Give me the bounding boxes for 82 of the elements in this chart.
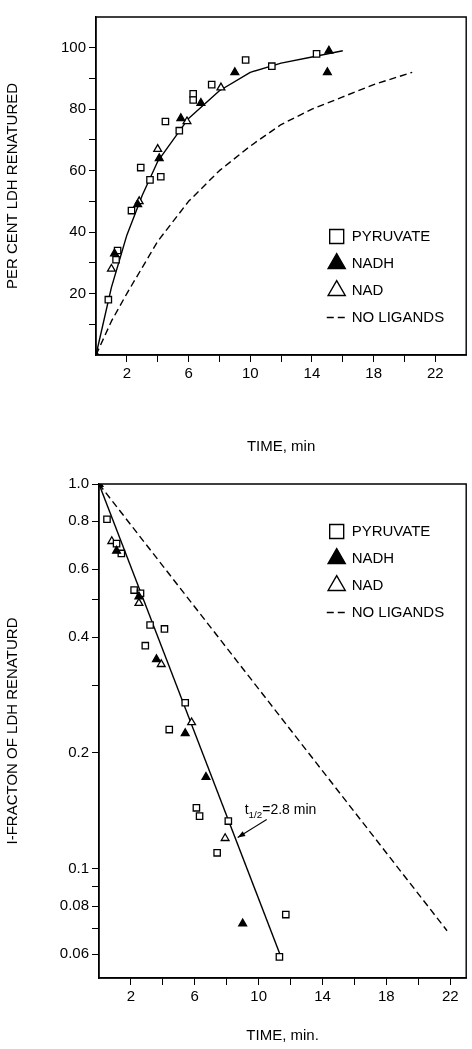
x-tick-label: 18 — [365, 364, 382, 382]
point — [189, 96, 198, 104]
point — [213, 848, 221, 857]
y-tick-label: 40 — [69, 222, 86, 240]
point — [224, 817, 233, 825]
point — [230, 67, 240, 76]
x-tick-label: 2 — [122, 364, 132, 382]
point — [207, 80, 216, 89]
legend-label: NO LIGANDS — [351, 602, 445, 620]
y-tick-label: 0.4 — [68, 627, 89, 645]
legend-label: PYRUVATE — [351, 521, 431, 539]
y-tick-label: 20 — [69, 283, 86, 301]
point — [146, 621, 154, 629]
point — [275, 953, 284, 961]
point — [130, 586, 138, 594]
point — [109, 248, 120, 257]
legend-label: NAD — [351, 575, 384, 593]
point — [220, 833, 230, 842]
legend-label: NADH — [351, 253, 395, 271]
point — [103, 515, 111, 524]
y-tick-label: 0.8 — [68, 511, 89, 529]
point — [141, 641, 150, 650]
point — [154, 153, 164, 162]
point — [106, 263, 116, 272]
point — [268, 62, 276, 70]
x-tick-label: 10 — [250, 987, 267, 1005]
y-tick-label: 80 — [69, 99, 86, 117]
point — [151, 654, 162, 663]
x-tick-label: 14 — [314, 987, 331, 1005]
point — [216, 82, 226, 91]
point — [181, 698, 190, 707]
point — [112, 255, 120, 264]
point — [180, 728, 190, 737]
x-tick-label: 10 — [241, 364, 259, 382]
point — [146, 176, 154, 184]
x-tick-label: 22 — [427, 364, 444, 382]
point — [192, 803, 201, 812]
point — [201, 772, 211, 781]
x-tick-label: 6 — [184, 364, 193, 382]
point — [195, 812, 204, 820]
point — [112, 545, 122, 554]
point — [322, 67, 332, 76]
x-tick-label: 2 — [126, 987, 136, 1005]
point — [160, 625, 169, 633]
point — [176, 113, 186, 122]
point — [156, 659, 166, 668]
y-tick-label: 0.1 — [68, 858, 89, 876]
x-tick-label: 18 — [378, 987, 395, 1005]
y-tick-label: 0.06 — [59, 944, 89, 962]
point — [133, 199, 143, 208]
point — [153, 143, 163, 153]
point — [196, 97, 206, 106]
y-tick-label: 0.2 — [68, 743, 89, 761]
point — [182, 116, 192, 125]
legend-label: NADH — [351, 548, 395, 566]
x-tick-label: 6 — [190, 987, 199, 1005]
point — [104, 295, 113, 304]
y-tick-label: 0.6 — [68, 559, 89, 577]
point — [136, 163, 145, 172]
y-tick-label: 60 — [69, 160, 86, 178]
y-tick-label: 0.08 — [59, 896, 89, 914]
legend-label: NAD — [351, 280, 384, 298]
point — [187, 717, 197, 726]
point — [324, 45, 334, 54]
y-axis-title: I-FRACTON OF LDH RENATURD — [3, 617, 21, 845]
point — [156, 172, 165, 181]
point — [281, 910, 290, 919]
x-axis-title: TIME, min. — [246, 1026, 319, 1044]
point — [134, 598, 144, 607]
y-axis-title: PER CENT LDH RENATURED — [3, 82, 21, 290]
point — [165, 725, 174, 734]
y-tick-label: 1.0 — [68, 474, 89, 492]
legend-label: PYRUVATE — [351, 226, 431, 244]
point — [312, 50, 321, 58]
point — [175, 126, 184, 135]
x-tick-label: 14 — [303, 364, 321, 382]
point — [238, 918, 248, 927]
legend-label: NO LIGANDS — [351, 307, 445, 325]
y-tick-label: 100 — [60, 37, 86, 55]
x-axis-title: TIME, min — [246, 437, 316, 455]
x-tick-label: 22 — [441, 987, 459, 1005]
point — [241, 56, 250, 64]
